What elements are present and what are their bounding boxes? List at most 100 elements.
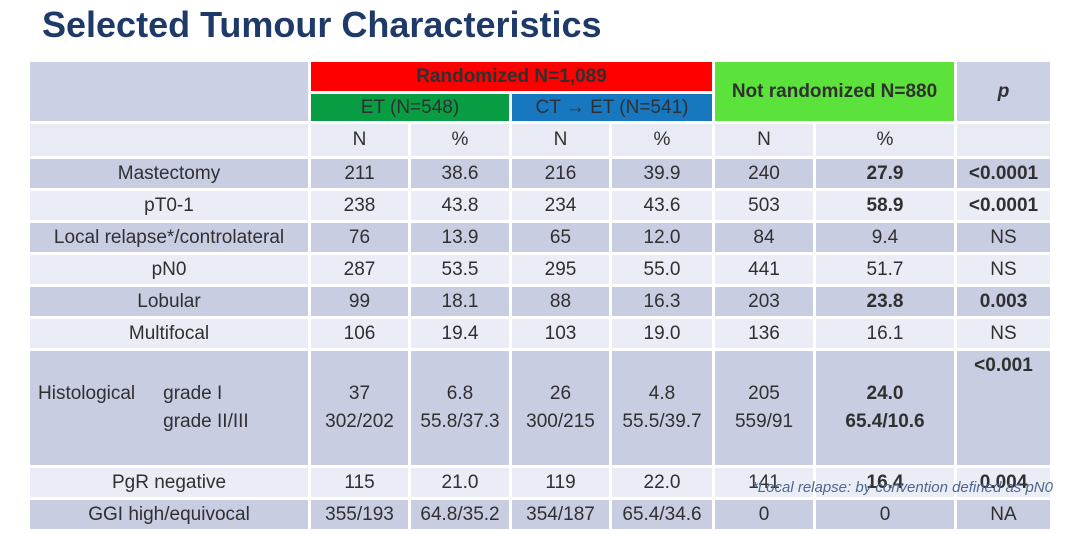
ct-n-cell: 295 bbox=[512, 255, 609, 284]
row-label: pN0 bbox=[30, 255, 308, 284]
nr-pct-cell: 23.8 bbox=[816, 287, 954, 316]
ct-n-cell: 119 bbox=[512, 468, 609, 497]
nr-pct-cell: 58.9 bbox=[816, 191, 954, 220]
nr-n-cell: 503 bbox=[715, 191, 813, 220]
row-label: Mastectomy bbox=[30, 159, 308, 188]
page-title: Selected Tumour Characteristics bbox=[42, 4, 602, 45]
row-label: pT0-1 bbox=[30, 191, 308, 220]
col-header-n: N bbox=[512, 124, 609, 156]
p-value-cell: NA bbox=[957, 500, 1050, 529]
et-n-cell: 106 bbox=[311, 319, 408, 348]
et-pct-cell: 19.4 bbox=[411, 319, 509, 348]
p-value-cell: NS bbox=[957, 319, 1050, 348]
et-pct-cell: 53.5 bbox=[411, 255, 509, 284]
ct-n-cell: 103 bbox=[512, 319, 609, 348]
p-value-cell: <0.0001 bbox=[957, 191, 1050, 220]
nr-pct-cell: 16.4 bbox=[816, 468, 954, 497]
p-value-cell: NS bbox=[957, 255, 1050, 284]
p-value-cell: NS bbox=[957, 223, 1050, 252]
table-row: Multifocal 106 19.4 103 19.0 136 16.1 NS bbox=[30, 319, 1050, 348]
ct-n-cell: 88 bbox=[512, 287, 609, 316]
header-ct-arm: CT → ET (N=541) bbox=[512, 94, 712, 121]
nr-pct-cell: 27.9 bbox=[816, 159, 954, 188]
header-row-groups: Randomized N=1,089 Not randomized N=880 … bbox=[30, 62, 1050, 121]
nr-n-cell: 240 bbox=[715, 159, 813, 188]
header-row-arms: ET (N=548) CT → ET (N=541) bbox=[30, 94, 1050, 121]
nr-n-cell: 141 bbox=[715, 468, 813, 497]
et-n-cell: 355/193 bbox=[311, 500, 408, 529]
ct-pct-cell: 4.8 55.5/39.7 bbox=[612, 351, 712, 465]
ct-n-cell: 234 bbox=[512, 191, 609, 220]
ct-pct-cell: 39.9 bbox=[612, 159, 712, 188]
subheader-p-blank bbox=[957, 124, 1050, 156]
p-value-cell: 0.004 bbox=[957, 468, 1050, 497]
row-label: GGI high/equivocal bbox=[30, 500, 308, 529]
table-row-histological: Histological grade I grade II/III 37 302… bbox=[30, 351, 1050, 465]
header-randomized: Randomized N=1,089 bbox=[311, 62, 712, 91]
ct-pct-cell: 16.3 bbox=[612, 287, 712, 316]
ct-n-cell: 216 bbox=[512, 159, 609, 188]
ct-n-cell: 26 300/215 bbox=[512, 351, 609, 465]
nr-pct-cell: 24.0 65.4/10.6 bbox=[816, 351, 954, 465]
nr-pct-cell: 9.4 bbox=[816, 223, 954, 252]
table-row: Lobular 99 18.1 88 16.3 203 23.8 0.003 bbox=[30, 287, 1050, 316]
et-n-cell: 99 bbox=[311, 287, 408, 316]
row-label: Lobular bbox=[30, 287, 308, 316]
footnote: *Local relapse: by convention defined as… bbox=[751, 479, 1053, 496]
table-row: GGI high/equivocal 355/193 64.8/35.2 354… bbox=[30, 500, 1050, 529]
ct-pct-cell: 65.4/34.6 bbox=[612, 500, 712, 529]
nr-n-cell: 0 bbox=[715, 500, 813, 529]
et-pct-cell: 18.1 bbox=[411, 287, 509, 316]
et-pct-cell: 64.8/35.2 bbox=[411, 500, 509, 529]
tumour-characteristics-table: Randomized N=1,089 Not randomized N=880 … bbox=[27, 59, 1053, 532]
et-n-cell: 37 302/202 bbox=[311, 351, 408, 465]
ct-pct-cell: 22.0 bbox=[612, 468, 712, 497]
et-pct-cell: 43.8 bbox=[411, 191, 509, 220]
ct-pct-cell: 19.0 bbox=[612, 319, 712, 348]
header-et-arm: ET (N=548) bbox=[311, 94, 509, 121]
ct-pct-cell: 55.0 bbox=[612, 255, 712, 284]
table-row: PgR negative 115 21.0 119 22.0 141 16.4 … bbox=[30, 468, 1050, 497]
nr-n-cell: 205 559/91 bbox=[715, 351, 813, 465]
table-row: Mastectomy 211 38.6 216 39.9 240 27.9 <0… bbox=[30, 159, 1050, 188]
grade-sublabels: grade I grade II/III bbox=[163, 382, 249, 433]
nr-n-cell: 203 bbox=[715, 287, 813, 316]
et-pct-cell: 21.0 bbox=[411, 468, 509, 497]
et-n-cell: 211 bbox=[311, 159, 408, 188]
col-header-pct: % bbox=[816, 124, 954, 156]
col-header-n: N bbox=[311, 124, 408, 156]
nr-pct-cell: 16.1 bbox=[816, 319, 954, 348]
row-label: PgR negative bbox=[30, 468, 308, 497]
histological-label: Histological bbox=[38, 382, 136, 404]
nr-n-cell: 136 bbox=[715, 319, 813, 348]
row-label: Histological grade I grade II/III bbox=[30, 351, 308, 465]
ct-pct-cell: 43.6 bbox=[612, 191, 712, 220]
header-p: p bbox=[957, 62, 1050, 121]
header-not-randomized: Not randomized N=880 bbox=[715, 62, 954, 121]
header-row-n-pct: N % N % N % bbox=[30, 124, 1050, 156]
p-value-cell: <0.001 bbox=[957, 351, 1050, 465]
ct-pct-cell: 12.0 bbox=[612, 223, 712, 252]
ct-n-cell: 65 bbox=[512, 223, 609, 252]
col-header-n: N bbox=[715, 124, 813, 156]
nr-n-cell: 84 bbox=[715, 223, 813, 252]
nr-n-cell: 441 bbox=[715, 255, 813, 284]
table-row: pN0 287 53.5 295 55.0 441 51.7 NS bbox=[30, 255, 1050, 284]
col-header-pct: % bbox=[612, 124, 712, 156]
et-n-cell: 76 bbox=[311, 223, 408, 252]
et-n-cell: 287 bbox=[311, 255, 408, 284]
p-value-cell: <0.0001 bbox=[957, 159, 1050, 188]
et-n-cell: 238 bbox=[311, 191, 408, 220]
et-n-cell: 115 bbox=[311, 468, 408, 497]
row-label: Local relapse*/controlateral bbox=[30, 223, 308, 252]
nr-pct-cell: 0 bbox=[816, 500, 954, 529]
et-pct-cell: 38.6 bbox=[411, 159, 509, 188]
p-value-cell: 0.003 bbox=[957, 287, 1050, 316]
nr-pct-cell: 51.7 bbox=[816, 255, 954, 284]
row-label: Multifocal bbox=[30, 319, 308, 348]
table-row: Local relapse*/controlateral 76 13.9 65 … bbox=[30, 223, 1050, 252]
header-blank-cell bbox=[30, 62, 308, 121]
col-header-pct: % bbox=[411, 124, 509, 156]
table-row: pT0-1 238 43.8 234 43.6 503 58.9 <0.0001 bbox=[30, 191, 1050, 220]
